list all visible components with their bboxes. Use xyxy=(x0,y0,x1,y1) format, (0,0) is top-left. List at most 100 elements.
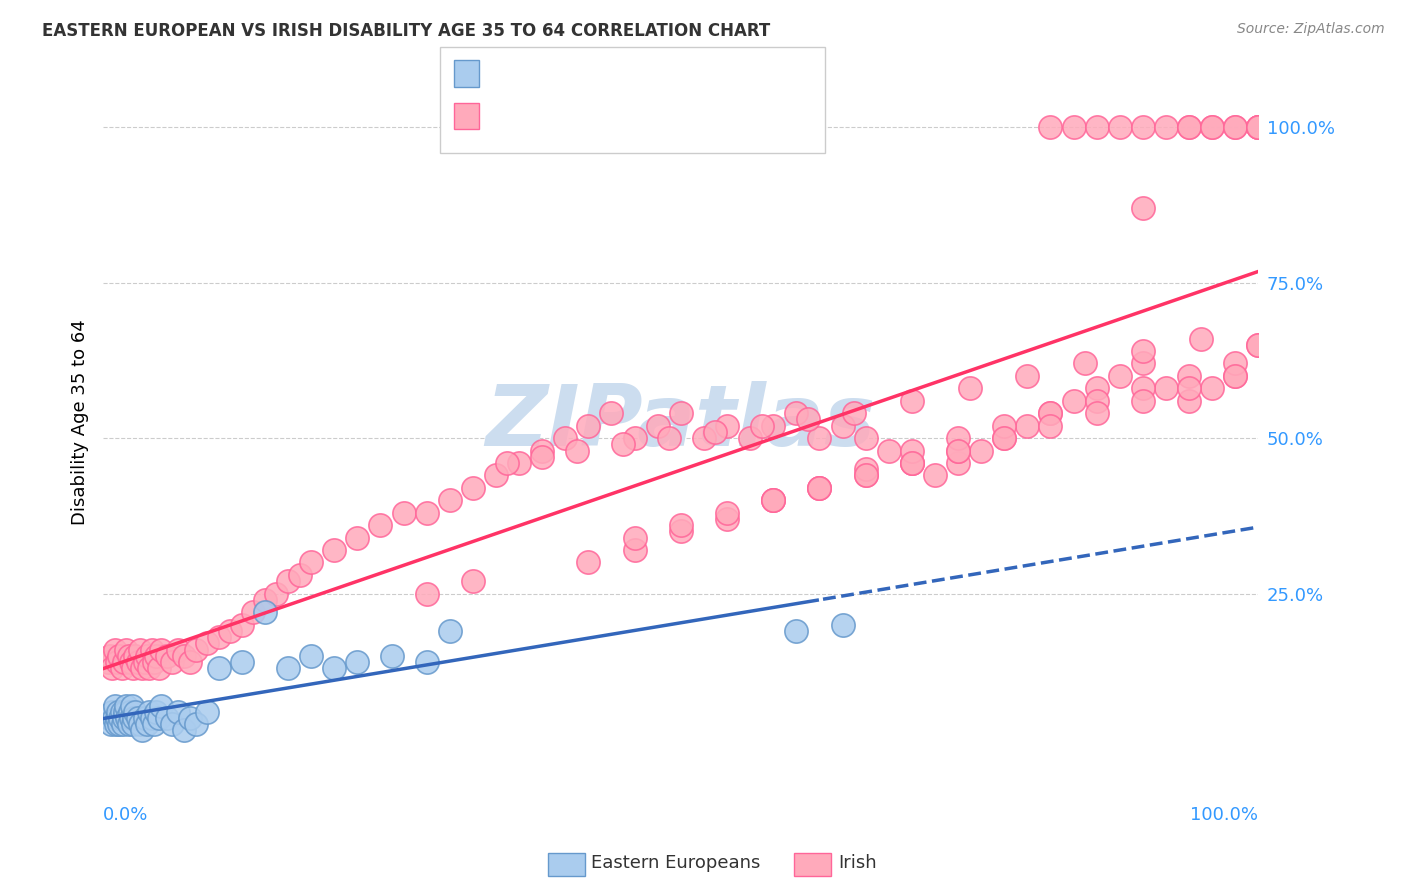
Point xyxy=(108,648,131,663)
Point xyxy=(136,648,159,663)
Point xyxy=(565,443,588,458)
Point xyxy=(716,418,738,433)
Point xyxy=(716,506,738,520)
Point xyxy=(855,462,877,476)
Point xyxy=(1154,381,1177,395)
Point xyxy=(693,431,716,445)
Point xyxy=(1132,393,1154,408)
Text: R = 0.632    N = 155: R = 0.632 N = 155 xyxy=(488,107,676,125)
Point xyxy=(1063,120,1085,135)
Point xyxy=(901,443,924,458)
Text: Source: ZipAtlas.com: Source: ZipAtlas.com xyxy=(1237,22,1385,37)
Point xyxy=(117,717,139,731)
Point xyxy=(143,717,166,731)
Point xyxy=(138,661,160,675)
Point xyxy=(122,717,145,731)
Point xyxy=(149,642,172,657)
Point xyxy=(138,705,160,719)
Point xyxy=(855,431,877,445)
Point xyxy=(1074,357,1097,371)
Point xyxy=(108,717,131,731)
Point xyxy=(600,406,623,420)
Point xyxy=(1085,393,1108,408)
Point xyxy=(122,661,145,675)
Point xyxy=(1108,120,1130,135)
Point xyxy=(901,393,924,408)
Text: R = 0.195    N =  53: R = 0.195 N = 53 xyxy=(488,64,671,82)
Point xyxy=(1247,338,1270,352)
Point xyxy=(346,655,368,669)
Point xyxy=(669,406,692,420)
Point xyxy=(124,648,146,663)
Point xyxy=(208,630,231,644)
Point xyxy=(97,655,120,669)
Point xyxy=(156,648,179,663)
Point xyxy=(100,717,122,731)
Point xyxy=(993,418,1015,433)
Point xyxy=(1132,120,1154,135)
Point xyxy=(959,381,981,395)
Point xyxy=(762,493,785,508)
Point xyxy=(112,711,135,725)
Point xyxy=(179,655,201,669)
Point xyxy=(1201,381,1223,395)
Point xyxy=(1247,120,1270,135)
Point xyxy=(461,574,484,589)
Point xyxy=(842,406,865,420)
Point xyxy=(993,431,1015,445)
Point xyxy=(1154,120,1177,135)
Point xyxy=(669,518,692,533)
Point xyxy=(124,705,146,719)
Point xyxy=(208,661,231,675)
Point xyxy=(131,723,153,738)
Point xyxy=(381,648,404,663)
Point xyxy=(808,481,831,495)
Point xyxy=(184,642,207,657)
Text: ZIPatlas: ZIPatlas xyxy=(485,381,876,464)
Point xyxy=(231,655,253,669)
Point xyxy=(114,705,136,719)
Point xyxy=(129,642,152,657)
Point xyxy=(167,705,190,719)
Point xyxy=(1132,201,1154,215)
Point xyxy=(149,698,172,713)
Point xyxy=(1132,357,1154,371)
Point xyxy=(1017,368,1039,383)
Point xyxy=(219,624,242,638)
Point xyxy=(855,468,877,483)
Point xyxy=(785,406,807,420)
Point xyxy=(1017,418,1039,433)
Point xyxy=(946,443,969,458)
Point xyxy=(129,717,152,731)
Point xyxy=(1178,120,1201,135)
Point xyxy=(1225,357,1247,371)
Point xyxy=(669,524,692,539)
Point xyxy=(704,425,727,439)
Point xyxy=(1189,332,1212,346)
Text: Eastern Europeans: Eastern Europeans xyxy=(591,855,759,872)
Point xyxy=(762,493,785,508)
Point xyxy=(277,574,299,589)
Point xyxy=(156,711,179,725)
Point xyxy=(148,711,170,725)
Point xyxy=(946,443,969,458)
Point xyxy=(738,431,761,445)
Point xyxy=(145,705,167,719)
Point xyxy=(115,698,138,713)
Point xyxy=(623,531,645,545)
Point xyxy=(110,711,132,725)
Point xyxy=(1178,381,1201,395)
Point xyxy=(141,642,163,657)
Point xyxy=(253,605,276,619)
Point xyxy=(323,661,346,675)
Point xyxy=(439,493,461,508)
Point xyxy=(946,431,969,445)
Point xyxy=(323,543,346,558)
Point xyxy=(1132,344,1154,359)
Point xyxy=(1178,120,1201,135)
Point xyxy=(231,617,253,632)
Point xyxy=(808,431,831,445)
Point xyxy=(1225,368,1247,383)
Point xyxy=(97,711,120,725)
Point xyxy=(253,592,276,607)
